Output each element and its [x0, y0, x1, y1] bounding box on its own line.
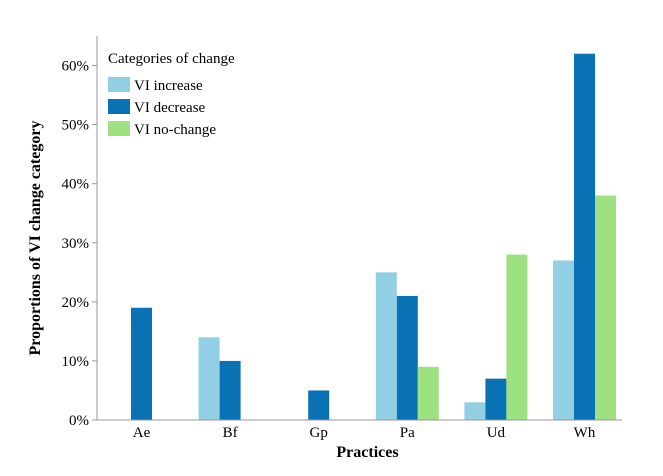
legend-title: Categories of change — [108, 51, 235, 67]
x-tick-label: Wh — [574, 425, 596, 441]
x-tick-label: Ud — [487, 425, 506, 441]
y-tick-label: 50% — [62, 118, 90, 134]
x-tick-label: Gp — [310, 425, 328, 441]
legend-label: VI no-change — [134, 122, 216, 138]
x-tick-label: Bf — [223, 425, 238, 441]
legend-label: VI increase — [134, 78, 203, 94]
x-tick-label: Ae — [133, 425, 151, 441]
bars-group — [131, 53, 616, 420]
legend-label: VI decrease — [134, 100, 206, 116]
bar-wh-vi-no-change — [595, 195, 616, 420]
legend-swatch — [108, 77, 130, 92]
y-tick-label: 60% — [62, 59, 90, 75]
y-tick-label: 20% — [62, 295, 90, 311]
x-tick-label: Pa — [400, 425, 415, 441]
legend: Categories of change VI increase VI decre… — [108, 51, 235, 138]
y-tick-label: 10% — [62, 354, 90, 370]
legend-swatch — [108, 99, 130, 114]
bar-bf-vi-decrease — [219, 360, 241, 420]
bar-pa-vi-increase — [375, 272, 397, 420]
y-tick-label: 0% — [69, 413, 89, 429]
bar-ae-vi-decrease — [131, 307, 152, 420]
legend-swatch — [108, 121, 130, 136]
bar-pa-vi-no-change — [417, 366, 439, 420]
bar-bf-vi-increase — [198, 337, 220, 420]
y-axis-title: Proportions of VI change category — [27, 121, 44, 356]
bar-gp-vi-decrease — [308, 390, 330, 420]
bar-ud-vi-increase — [464, 402, 486, 420]
y-axis-ticks: 0% 10% 20% 30% 40% 50% 60% — [62, 59, 97, 429]
x-axis-ticks: Ae Bf Gp Pa Ud Wh — [133, 425, 596, 441]
y-tick-label: 30% — [62, 236, 90, 252]
bar-pa-vi-decrease — [396, 295, 418, 420]
y-tick-label: 40% — [62, 177, 90, 193]
bar-ud-vi-no-change — [506, 254, 528, 420]
bar-wh-vi-increase — [553, 260, 574, 420]
bar-wh-vi-decrease — [574, 53, 595, 420]
x-axis-title: Practices — [336, 444, 398, 461]
bar-ud-vi-decrease — [485, 378, 507, 420]
